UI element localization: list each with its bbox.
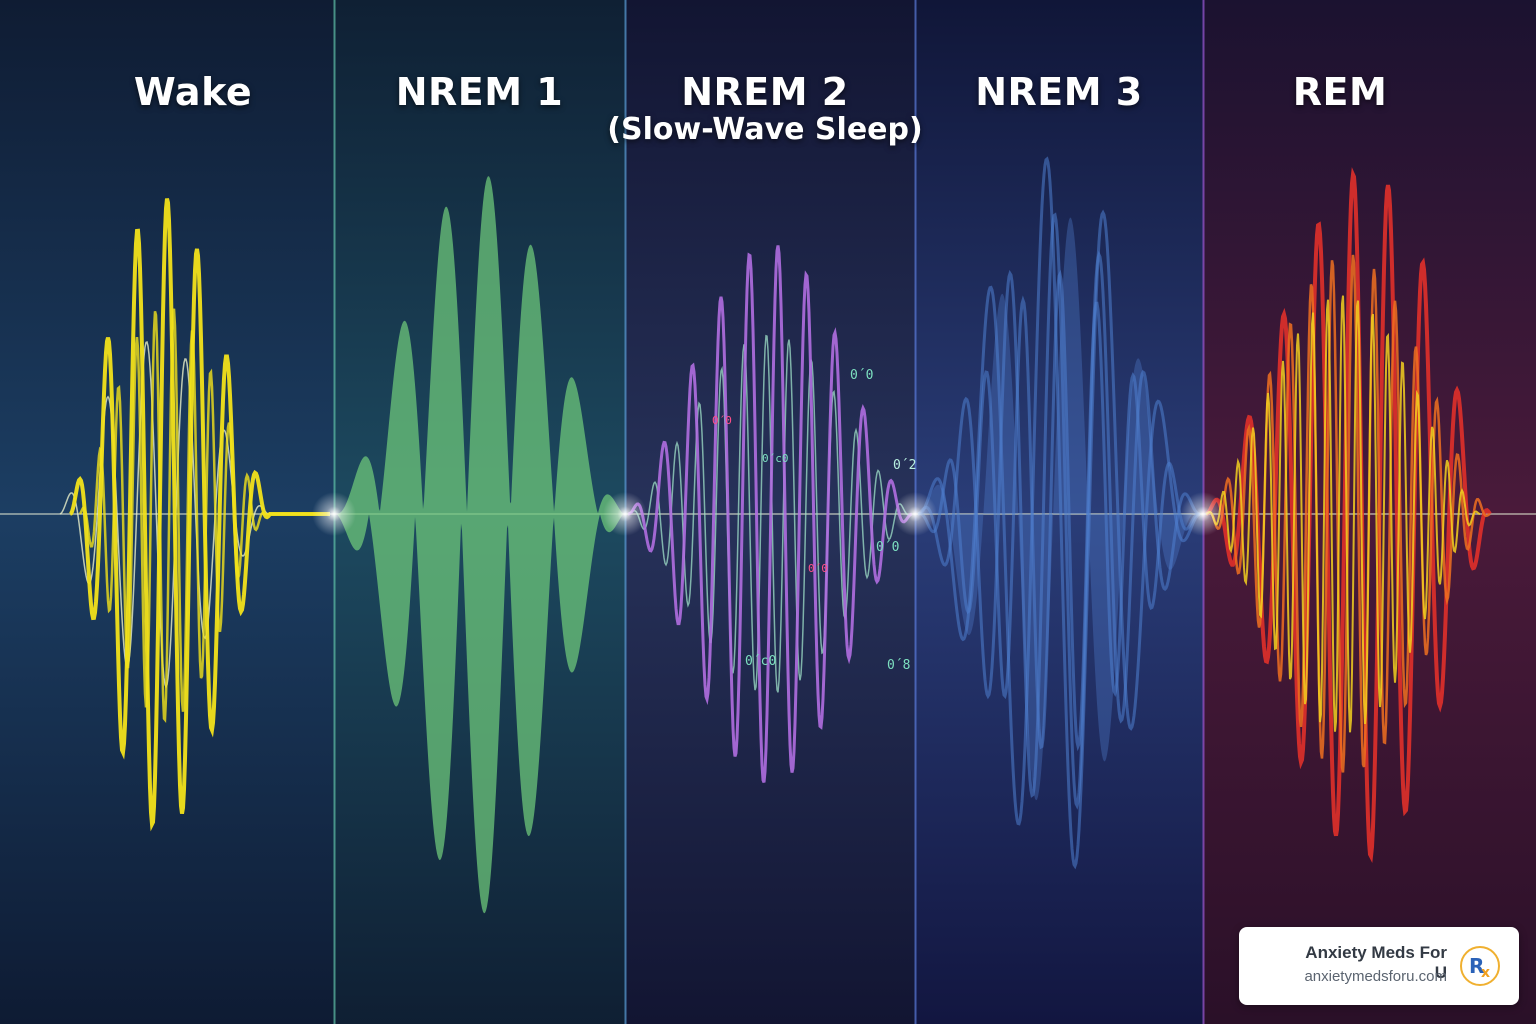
- rx-logo-icon: R x: [1460, 946, 1500, 986]
- stage-title-nrem1: NREM 1: [395, 70, 564, 114]
- wave-wake-fast: [78, 308, 320, 723]
- wave-nrem2-secondary: [627, 334, 913, 693]
- scatter-label: 0´c0: [762, 452, 789, 465]
- stage-title-nrem2: NREM 2: [681, 70, 849, 114]
- transition-glow: [603, 492, 647, 536]
- transition-glow: [312, 492, 356, 536]
- stage-panel-rem: REM: [1203, 0, 1477, 1024]
- stage-title-rem: REM: [1292, 70, 1388, 114]
- wave-nrem1: [336, 176, 624, 914]
- transition-glow: [1181, 492, 1225, 536]
- stage-title-wake: Wake: [133, 70, 253, 114]
- scatter-label: 0´0: [850, 368, 874, 383]
- wave-nrem3: [917, 212, 1201, 810]
- wave-rem-yellow: [1205, 295, 1481, 733]
- stage-panel-nrem2: NREM 2 (Slow-Wave Sleep): [605, 0, 925, 1024]
- scatter-label: 0´0: [712, 414, 732, 427]
- scatter-label: 0´0: [808, 562, 828, 575]
- svg-text:R: R: [1469, 954, 1484, 978]
- wave-rem: [1205, 167, 1492, 863]
- scatter-label: 0´8: [887, 658, 911, 673]
- brand-badge[interactable]: Anxiety Meds For U anxietymedsforu.com R…: [1239, 927, 1519, 1005]
- stage-title-nrem3: NREM 3: [975, 70, 1143, 114]
- stage-subtitle-nrem2: (Slow-Wave Sleep): [607, 112, 923, 147]
- wave-nrem3-fill: [918, 217, 1200, 801]
- wave-nrem2: [627, 245, 913, 783]
- stage-panel-nrem1: NREM 1: [334, 0, 625, 1024]
- stage-panel-nrem3: NREM 3: [915, 0, 1203, 1024]
- scatter-label: 0´0: [876, 540, 900, 555]
- brand-url[interactable]: anxietymedsforu.com: [1304, 968, 1447, 985]
- scatter-label: 0´2: [893, 458, 917, 473]
- transition-glow: [893, 492, 937, 536]
- stage-panel-wake: Wake: [0, 0, 386, 1024]
- wave-nrem3: [917, 269, 1200, 752]
- wave-nrem3: [917, 156, 1201, 870]
- svg-text:x: x: [1481, 965, 1490, 981]
- brand-name: Anxiety Meds For U: [1305, 943, 1447, 982]
- scatter-label: 0´c0: [745, 654, 777, 669]
